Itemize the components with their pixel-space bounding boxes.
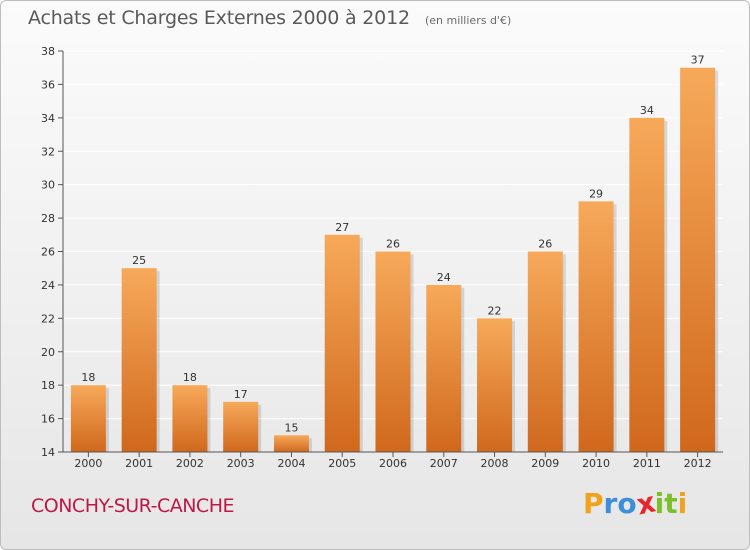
- y-tick-label: 22: [41, 312, 55, 325]
- y-tick-label: 16: [41, 413, 55, 426]
- data-label: 18: [183, 371, 197, 384]
- y-tick-label: 18: [41, 379, 55, 392]
- bar: [527, 251, 563, 452]
- x-tick-label: 2004: [277, 457, 305, 470]
- bar: [375, 251, 411, 452]
- y-tick-label: 38: [41, 45, 55, 58]
- data-label: 18: [81, 371, 95, 384]
- data-label: 37: [691, 54, 705, 67]
- bar: [629, 117, 665, 452]
- chart-title: Achats et Charges Externes 2000 à 2012: [28, 7, 410, 29]
- logo-letter: P: [583, 487, 604, 520]
- bar: [680, 67, 716, 452]
- bar: [324, 234, 360, 452]
- data-label: 27: [335, 221, 349, 234]
- bar: [477, 318, 513, 452]
- x-tick-label: 2000: [74, 457, 102, 470]
- x-tick-label: 2008: [481, 457, 509, 470]
- y-tick-label: 36: [41, 78, 55, 91]
- x-tick-label: 2005: [328, 457, 356, 470]
- bar: [70, 385, 106, 452]
- data-label: 17: [234, 388, 248, 401]
- bars: 18 25 18 17 15 27 26 24 22 26 29 34 37: [70, 54, 719, 452]
- logo-letter: o: [617, 487, 637, 520]
- bar: [273, 435, 309, 452]
- x-tick-label: 2002: [176, 457, 204, 470]
- y-tick-label: 32: [41, 145, 55, 158]
- data-label: 24: [437, 271, 451, 284]
- y-tick-label: 30: [41, 179, 55, 192]
- data-label: 26: [538, 238, 552, 251]
- x-tick-label: 2007: [430, 457, 458, 470]
- y-tick-label: 24: [41, 279, 55, 292]
- logo-letter: r: [603, 487, 618, 520]
- data-label: 34: [640, 104, 654, 117]
- x-tick-label: 2009: [531, 457, 559, 470]
- y-tick-label: 34: [41, 112, 55, 125]
- logo-letter: i: [654, 487, 665, 520]
- logo-letter: i: [677, 487, 688, 520]
- x-tick-label: 2003: [227, 457, 255, 470]
- data-label: 25: [132, 254, 146, 267]
- title-row: Achats et Charges Externes 2000 à 2012 (…: [28, 7, 511, 29]
- bar: [223, 401, 259, 452]
- bar: [172, 385, 208, 452]
- x-tick-label: 2006: [379, 457, 407, 470]
- x-tick-label: 2010: [582, 457, 610, 470]
- commune-name: CONCHY-SUR-CANCHE: [31, 495, 235, 517]
- bar: [578, 201, 614, 452]
- data-label: 15: [284, 421, 298, 434]
- data-label: 22: [488, 304, 502, 317]
- x-tick-label: 2012: [684, 457, 712, 470]
- data-label: 29: [589, 187, 603, 200]
- y-tick-label: 28: [41, 212, 55, 225]
- y-tick-label: 20: [41, 346, 55, 359]
- y-tick-label: 26: [41, 246, 55, 259]
- x-tick-label: 2001: [125, 457, 153, 470]
- bar: [426, 284, 462, 452]
- proxiti-logo: Proxiti: [583, 485, 688, 521]
- chart-subtitle: (en milliers d'€): [424, 14, 512, 27]
- bar: [121, 268, 157, 452]
- axes: 14 16 18 20 22 24 26 28 30 32 34 36 38 2000 2001 2002 20…: [41, 45, 723, 470]
- data-label: 26: [386, 238, 400, 251]
- logo-letter: t: [664, 487, 678, 520]
- y-tick-label: 14: [41, 446, 55, 459]
- x-tick-label: 2011: [633, 457, 661, 470]
